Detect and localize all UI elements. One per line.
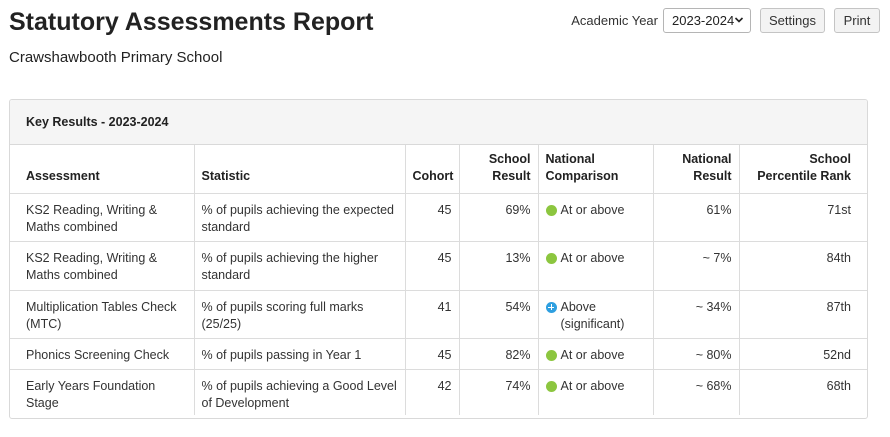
cell-school-result: 54% xyxy=(459,290,539,339)
cell-school-result: 69% xyxy=(459,193,539,242)
cell-national-comparison: At or above xyxy=(538,193,654,242)
print-button[interactable]: Print xyxy=(834,7,880,33)
col-header-national-result[interactable]: National Result xyxy=(653,145,740,194)
cell-statistic: % of pupils achieving the higher standar… xyxy=(194,241,406,291)
comparison-label: At or above xyxy=(560,202,625,217)
cell-national-comparison: At or above xyxy=(538,338,654,370)
col-header-national-comparison[interactable]: National Comparison xyxy=(538,145,654,194)
cell-assessment: Early Years Foundation Stage xyxy=(10,369,195,415)
academic-year-label: Academic Year xyxy=(571,12,658,28)
cell-national-result: ~ 34% xyxy=(653,290,740,339)
cell-national-comparison: Above (significant) xyxy=(538,290,654,339)
cell-school-result: 13% xyxy=(459,241,539,291)
cell-national-result: ~ 80% xyxy=(653,338,740,370)
green-dot-icon xyxy=(545,252,557,264)
table-row: Phonics Screening Check % of pupils pass… xyxy=(10,338,867,370)
table-row: Multiplication Tables Check (MTC) % of p… xyxy=(10,290,867,339)
cell-national-comparison: At or above xyxy=(538,241,654,291)
green-dot-icon xyxy=(545,204,557,216)
results-table: Assessment Statistic Cohort School Resul… xyxy=(10,145,867,415)
cell-assessment: Phonics Screening Check xyxy=(10,338,195,370)
comparison-label: At or above xyxy=(560,347,625,362)
academic-year-select[interactable]: 2023-2024 xyxy=(663,7,751,33)
cell-cohort: 41 xyxy=(405,290,460,339)
cell-cohort: 45 xyxy=(405,193,460,242)
cell-cohort: 42 xyxy=(405,369,460,415)
panel-heading: Key Results - 2023-2024 xyxy=(10,100,867,145)
comparison-label: At or above xyxy=(560,378,625,393)
col-header-percentile-rank[interactable]: School Percentile Rank xyxy=(739,145,867,194)
cell-percentile-rank: 84th xyxy=(739,241,867,291)
comparison-label: Above (significant) xyxy=(560,299,625,331)
col-header-assessment[interactable]: Assessment xyxy=(10,145,195,194)
blue-plus-icon xyxy=(545,301,557,313)
cell-national-result: ~ 7% xyxy=(653,241,740,291)
cell-assessment: Multiplication Tables Check (MTC) xyxy=(10,290,195,339)
academic-year-value: 2023-2024 xyxy=(672,12,735,28)
cell-statistic: % of pupils scoring full marks (25/25) xyxy=(194,290,406,339)
cell-school-result: 74% xyxy=(459,369,539,415)
settings-button[interactable]: Settings xyxy=(760,7,825,33)
comparison-label: At or above xyxy=(560,250,625,265)
cell-percentile-rank: 71st xyxy=(739,193,867,242)
report-controls: Academic Year 2023-2024 Settings Print xyxy=(571,7,880,33)
cell-cohort: 45 xyxy=(405,241,460,291)
cell-percentile-rank: 68th xyxy=(826,378,851,393)
table-header-row: Assessment Statistic Cohort School Resul… xyxy=(10,145,867,194)
table-row: KS2 Reading, Writing & Maths combined % … xyxy=(10,241,867,291)
col-header-statistic[interactable]: Statistic xyxy=(194,145,406,194)
cell-statistic: % of pupils achieving a Good Level of De… xyxy=(194,369,406,415)
cell-statistic: % of pupils achieving the expected stand… xyxy=(194,193,406,242)
cell-cohort: 45 xyxy=(405,338,460,370)
school-name: Crawshawbooth Primary School xyxy=(9,49,223,66)
cell-national-result: ~ 68% xyxy=(653,369,740,415)
col-header-cohort[interactable]: Cohort xyxy=(405,145,460,194)
table-row: Early Years Foundation Stage % of pupils… xyxy=(10,369,867,415)
page-title: Statutory Assessments Report xyxy=(9,8,374,36)
cell-percentile-rank: 52nd xyxy=(739,338,867,370)
col-header-school-result[interactable]: School Result xyxy=(459,145,539,194)
cell-national-comparison: At or above xyxy=(538,369,654,415)
report-header: Statutory Assessments Report Crawshawboo… xyxy=(9,0,881,70)
table-row: KS2 Reading, Writing & Maths combined % … xyxy=(10,193,867,242)
cell-assessment: KS2 Reading, Writing & Maths combined xyxy=(10,241,195,291)
cell-assessment: KS2 Reading, Writing & Maths combined xyxy=(10,193,195,242)
cell-statistic: % of pupils passing in Year 1 xyxy=(194,338,406,370)
chevron-down-icon xyxy=(734,16,744,23)
cell-percentile-rank: 87th xyxy=(739,290,867,339)
green-dot-icon xyxy=(545,380,557,392)
key-results-panel: Key Results - 2023-2024 Assessment Stati… xyxy=(9,99,868,419)
green-dot-icon xyxy=(545,349,557,361)
cell-school-result: 82% xyxy=(459,338,539,370)
cell-national-result: 61% xyxy=(653,193,740,242)
